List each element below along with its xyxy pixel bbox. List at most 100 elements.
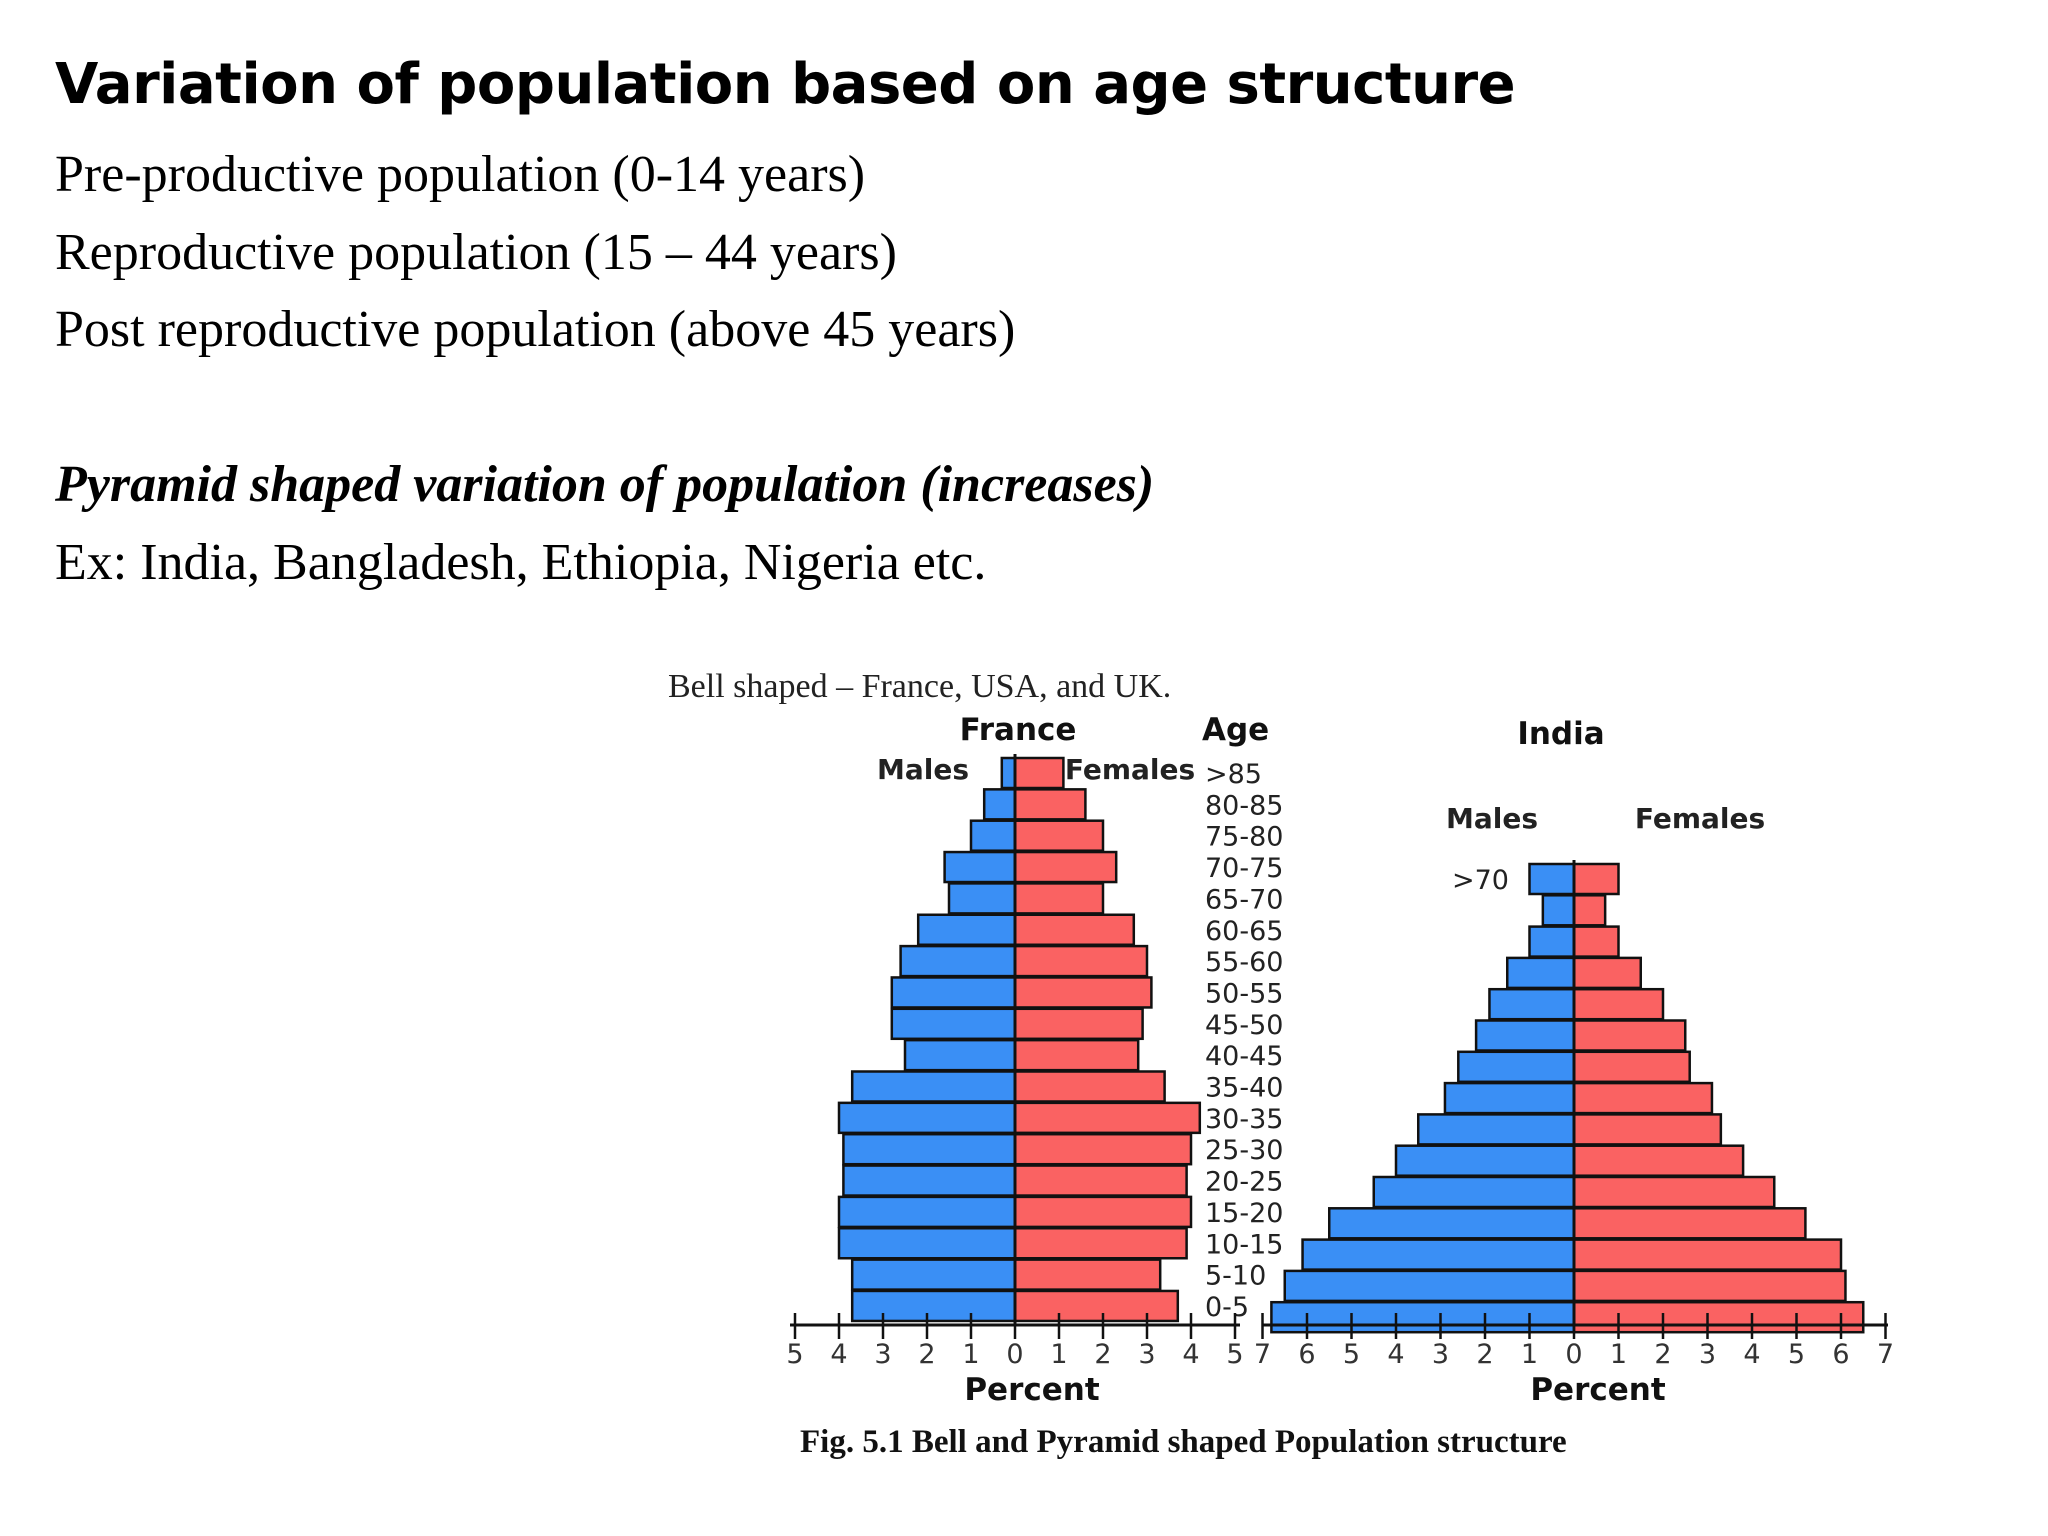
age-label: 40-45 — [1205, 1041, 1283, 1072]
x-tick-label: 7 — [1254, 1339, 1271, 1370]
france-pyramid: >8580-8575-8070-7565-7060-6555-6050-5545… — [786, 712, 1283, 1408]
x-tick-label: 7 — [1877, 1339, 1894, 1370]
female-bar — [1013, 1195, 1193, 1229]
x-axis-label: Percent — [964, 1372, 1100, 1408]
male-bar — [842, 1132, 1017, 1166]
male-bar — [943, 850, 1017, 884]
age-label: 25-30 — [1205, 1135, 1283, 1166]
female-bar — [1013, 1227, 1188, 1260]
x-tick-label: 1 — [1610, 1339, 1627, 1370]
female-bar — [1572, 1238, 1843, 1271]
female-bar — [1572, 987, 1665, 1021]
male-bar — [1528, 925, 1576, 958]
x-tick-label: 1 — [1050, 1339, 1067, 1370]
male-bar — [1528, 862, 1576, 896]
male-bar — [1474, 1019, 1576, 1052]
male-bar — [850, 1289, 1017, 1323]
female-bar — [1013, 1007, 1144, 1041]
male-bar — [1506, 956, 1576, 990]
x-tick-label: 2 — [1094, 1339, 1111, 1370]
bell-shaped-label: Bell shaped – France, USA, and UK. — [668, 668, 1171, 705]
x-tick-label: 4 — [830, 1339, 847, 1370]
female-bar — [1013, 819, 1105, 852]
age-label: 75-80 — [1205, 822, 1283, 853]
females-label: Females — [1065, 753, 1195, 786]
male-bar — [1394, 1144, 1576, 1177]
x-tick-label: 5 — [1226, 1339, 1243, 1370]
x-tick-label: 1 — [962, 1339, 979, 1370]
x-tick-label: 0 — [1565, 1339, 1582, 1370]
x-axis-label: Percent — [1530, 1372, 1666, 1408]
x-tick-label: 3 — [874, 1339, 891, 1370]
female-bar — [1572, 1144, 1745, 1177]
age-label: 10-15 — [1205, 1229, 1283, 1260]
age-label: 45-50 — [1205, 1010, 1283, 1041]
x-tick-label: 4 — [1743, 1339, 1760, 1370]
x-tick-label: 5 — [1343, 1339, 1360, 1370]
males-label: Males — [877, 753, 969, 786]
female-bar — [1013, 1038, 1140, 1072]
females-label: Females — [1635, 802, 1765, 835]
female-bar — [1572, 1050, 1691, 1084]
male-bar — [890, 976, 1017, 1009]
x-tick-label: 0 — [1006, 1339, 1023, 1370]
pyramid-title: France — [960, 712, 1077, 748]
female-bar — [1572, 1207, 1807, 1240]
female-bar — [1013, 788, 1087, 821]
male-bar — [842, 1164, 1017, 1197]
male-bar — [1372, 1175, 1576, 1209]
male-bar — [1283, 1269, 1576, 1303]
female-bar — [1013, 850, 1118, 884]
male-bar — [916, 913, 1017, 946]
male-bar — [969, 819, 1017, 852]
pyramid-subheading: Pyramid shaped variation of population (… — [55, 456, 1155, 513]
male-bar — [837, 1195, 1017, 1229]
x-tick-label: 6 — [1298, 1339, 1315, 1370]
x-tick-label: 4 — [1182, 1339, 1199, 1370]
female-bar — [1572, 925, 1620, 958]
x-tick-label: 2 — [918, 1339, 935, 1370]
x-tick-label: 3 — [1432, 1339, 1449, 1370]
male-bar — [1488, 987, 1576, 1021]
female-bar — [1013, 1070, 1166, 1103]
female-bar — [1013, 1289, 1180, 1323]
female-bar — [1013, 944, 1149, 978]
male-bar — [899, 944, 1017, 978]
female-bar — [1572, 1175, 1776, 1209]
male-bar — [903, 1038, 1017, 1072]
age-heading: Age — [1202, 712, 1269, 748]
female-bar — [1013, 1258, 1162, 1291]
x-tick-label: 5 — [1788, 1339, 1805, 1370]
figure-caption: Fig. 5.1 Bell and Pyramid shaped Populat… — [800, 1424, 1567, 1460]
age-label: 80-85 — [1205, 790, 1283, 821]
age-label: >70 — [1452, 865, 1509, 896]
male-bar — [1270, 1300, 1576, 1334]
reproductive-line: Reproductive population (15 – 44 years) — [55, 224, 897, 281]
female-bar — [1013, 1101, 1202, 1135]
age-label: 65-70 — [1205, 884, 1283, 915]
x-tick-label: 6 — [1832, 1339, 1849, 1370]
female-bar — [1572, 862, 1620, 896]
age-label: 35-40 — [1205, 1073, 1283, 1104]
age-label: 50-55 — [1205, 978, 1283, 1009]
x-tick-label: 1 — [1521, 1339, 1538, 1370]
male-bar — [1443, 1081, 1576, 1115]
age-label: 5-10 — [1205, 1261, 1266, 1292]
x-tick-label: 3 — [1699, 1339, 1716, 1370]
x-tick-label: 5 — [786, 1339, 803, 1370]
examples-line: Ex: India, Bangladesh, Ethiopia, Nigeria… — [55, 534, 987, 591]
male-bar — [850, 1070, 1017, 1103]
female-bar — [1013, 756, 1065, 790]
x-tick-label: 3 — [1138, 1339, 1155, 1370]
slide-title: Variation of population based on age str… — [55, 52, 1516, 117]
male-bar — [1000, 756, 1017, 790]
female-bar — [1013, 1132, 1193, 1166]
x-tick-label: 2 — [1476, 1339, 1493, 1370]
age-label: 55-60 — [1205, 947, 1283, 978]
female-bar — [1013, 1164, 1188, 1197]
pre-productive-line: Pre-productive population (0-14 years) — [55, 146, 866, 203]
x-tick-label: 4 — [1387, 1339, 1404, 1370]
age-label: 30-35 — [1205, 1104, 1283, 1135]
male-bar — [850, 1258, 1017, 1291]
